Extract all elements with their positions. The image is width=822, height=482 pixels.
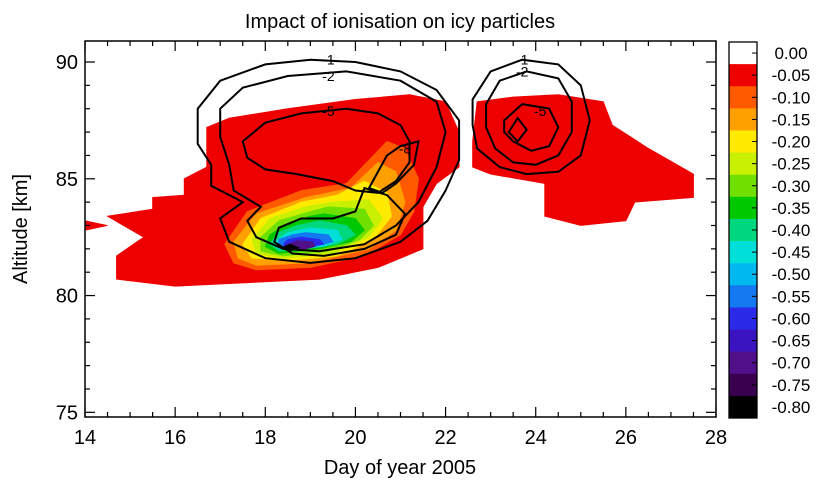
x-tick-label: 26 <box>615 427 637 449</box>
y-tick-label: 85 <box>56 169 78 191</box>
chart-title: Impact of ionisation on icy particles <box>245 11 555 33</box>
contour-label: -8 <box>399 140 412 156</box>
y-axis-label: Altitude [km] <box>10 174 32 284</box>
colorbar-label: -0.40 <box>772 221 811 240</box>
contour-label: -5 <box>534 103 547 119</box>
colorbar-swatch <box>729 64 757 87</box>
colorbar-swatch <box>729 130 757 153</box>
colorbar-swatch <box>729 241 757 264</box>
colorbar-swatch <box>729 395 757 419</box>
contour-line <box>503 103 560 152</box>
colorbar-label: -0.25 <box>772 155 811 174</box>
colorbar: 0.00 -0.05 -0.10 -0.15 -0.20 -0.25 -0.30 -0.35 -… <box>728 41 811 419</box>
contour-line <box>367 140 420 194</box>
colorbar-label: -0.15 <box>772 110 811 129</box>
colorbar-label: -0.20 <box>772 133 811 152</box>
colorbar-label: -0.50 <box>772 265 811 284</box>
x-tick-label: 18 <box>254 427 276 449</box>
filled-contours <box>84 94 694 287</box>
contour-line <box>196 58 461 264</box>
contour-line <box>485 70 573 166</box>
contour-label: -2 <box>516 63 529 79</box>
y-tick-label: 90 <box>56 52 78 74</box>
colorbar-label: -0.80 <box>772 398 811 417</box>
filled-region <box>472 94 694 226</box>
x-axis-label: Day of year 2005 <box>324 457 476 479</box>
contour-label: -2 <box>322 68 335 84</box>
y-tick-labels: 75 80 85 90 <box>56 52 78 424</box>
colorbar-swatch <box>729 329 757 352</box>
colorbar-swatch <box>729 351 757 375</box>
colorbar-label: -0.55 <box>772 287 811 306</box>
colorbar-swatch <box>729 152 757 176</box>
colorbar-swatch <box>729 174 757 198</box>
x-tick-label: 28 <box>705 427 727 449</box>
x-tick-label: 22 <box>434 427 456 449</box>
x-tick-label: 24 <box>525 427 547 449</box>
contour-line <box>471 58 591 176</box>
colorbar-swatch <box>729 285 757 308</box>
colorbar-label: -0.75 <box>772 376 811 395</box>
contour-label: -1 <box>322 52 335 68</box>
colorbar-swatch <box>729 307 757 330</box>
colorbar-swatch <box>729 108 757 131</box>
contour-line <box>241 107 411 194</box>
contour-line <box>507 116 528 143</box>
colorbar-label: -0.60 <box>772 309 811 328</box>
colorbar-swatch <box>729 196 757 220</box>
x-tick-label: 16 <box>164 427 186 449</box>
colorbar-label: -0.45 <box>772 243 811 262</box>
colorbar-label: -0.35 <box>772 199 811 218</box>
colorbar-label: -0.65 <box>772 332 811 351</box>
contour-label: -1 <box>516 52 529 68</box>
contour-label: -5 <box>322 103 335 119</box>
colorbar-swatch <box>729 373 757 397</box>
colorbar-label: -0.05 <box>772 66 811 85</box>
colorbar-label: -0.30 <box>772 177 811 196</box>
x-tick-label: 14 <box>74 427 96 449</box>
axis-ticks <box>84 41 717 417</box>
colorbar-label: -0.10 <box>772 88 811 107</box>
colorbar-swatch <box>729 218 757 242</box>
colorbar-swatch <box>729 42 757 65</box>
colorbar-swatch <box>729 86 757 109</box>
contour-lines: -1-2-5-8-1-2-5 <box>196 52 591 264</box>
colorbar-label: -0.70 <box>772 354 811 373</box>
colorbar-swatch <box>729 263 757 286</box>
x-tick-labels: 14 16 18 20 22 24 26 28 <box>74 427 727 449</box>
y-tick-label: 80 <box>56 286 78 308</box>
colorbar-label: 0.00 <box>774 44 807 63</box>
y-tick-label: 75 <box>56 402 78 424</box>
contour-line <box>273 186 407 257</box>
x-tick-label: 20 <box>344 427 366 449</box>
contour-line <box>219 70 447 253</box>
